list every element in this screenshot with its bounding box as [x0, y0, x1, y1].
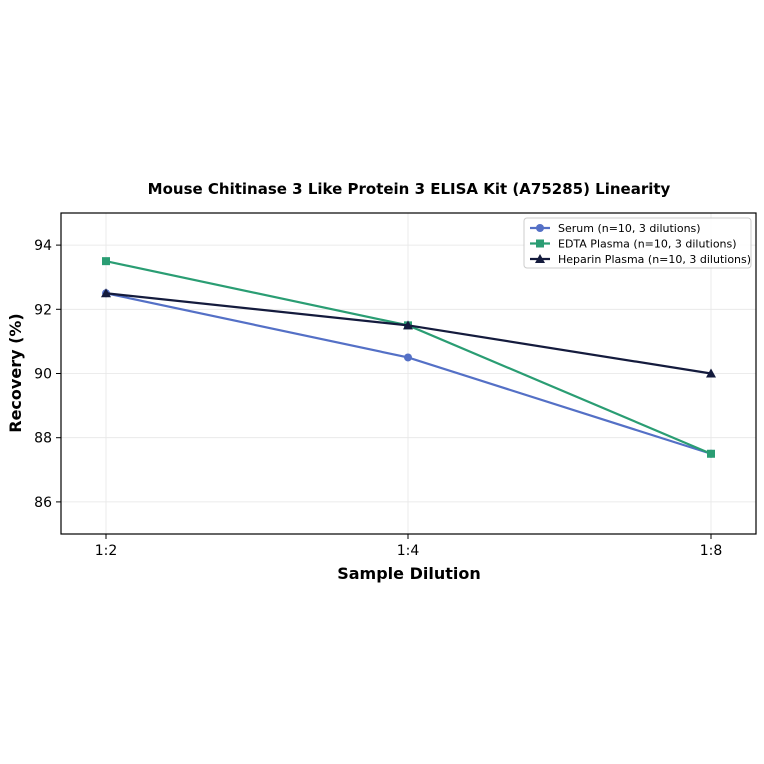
x-tick-label: 1:2 [95, 543, 118, 559]
data-point [404, 353, 412, 362]
legend-marker [536, 239, 544, 248]
y-tick-label: 86 [34, 495, 52, 511]
x-axis: 1:2 1:4 1:8 [95, 534, 723, 559]
y-tick-label: 94 [34, 238, 52, 254]
data-point [403, 320, 413, 330]
legend-item: Heparin Plasma (n=10, 3 dilutions) [530, 253, 751, 266]
legend-item: Serum (n=10, 3 dilutions) [530, 222, 701, 235]
data-point [707, 449, 715, 458]
legend-label: EDTA Plasma (n=10, 3 dilutions) [558, 238, 737, 251]
data-point [102, 257, 110, 266]
series-line [105, 292, 712, 375]
y-tick-label: 90 [34, 367, 52, 383]
x-axis-label: Sample Dilution [337, 564, 481, 583]
legend-label: Heparin Plasma (n=10, 3 dilutions) [558, 253, 751, 266]
y-axis-label: Recovery (%) [6, 313, 25, 432]
series-group [101, 257, 716, 458]
legend-marker [535, 254, 545, 263]
y-axis: 86 88 90 92 94 [34, 238, 61, 511]
legend-marker [536, 224, 544, 232]
series-2 [101, 288, 716, 378]
legend-box [523, 217, 752, 269]
data-point [101, 288, 111, 298]
y-tick-label: 88 [34, 431, 52, 447]
legend: Serum (n=10, 3 dilutions) EDTA Plasma (n=… [523, 217, 752, 269]
y-tick-label: 92 [34, 302, 52, 318]
chart-title: Mouse Chitinase 3 Like Protein 3 ELISA K… [148, 180, 671, 198]
x-tick-label: 1:4 [397, 543, 420, 559]
legend-item: EDTA Plasma (n=10, 3 dilutions) [530, 238, 737, 251]
legend-label: Serum (n=10, 3 dilutions) [558, 222, 701, 235]
x-tick-label: 1:8 [700, 543, 723, 559]
data-point [706, 368, 716, 378]
